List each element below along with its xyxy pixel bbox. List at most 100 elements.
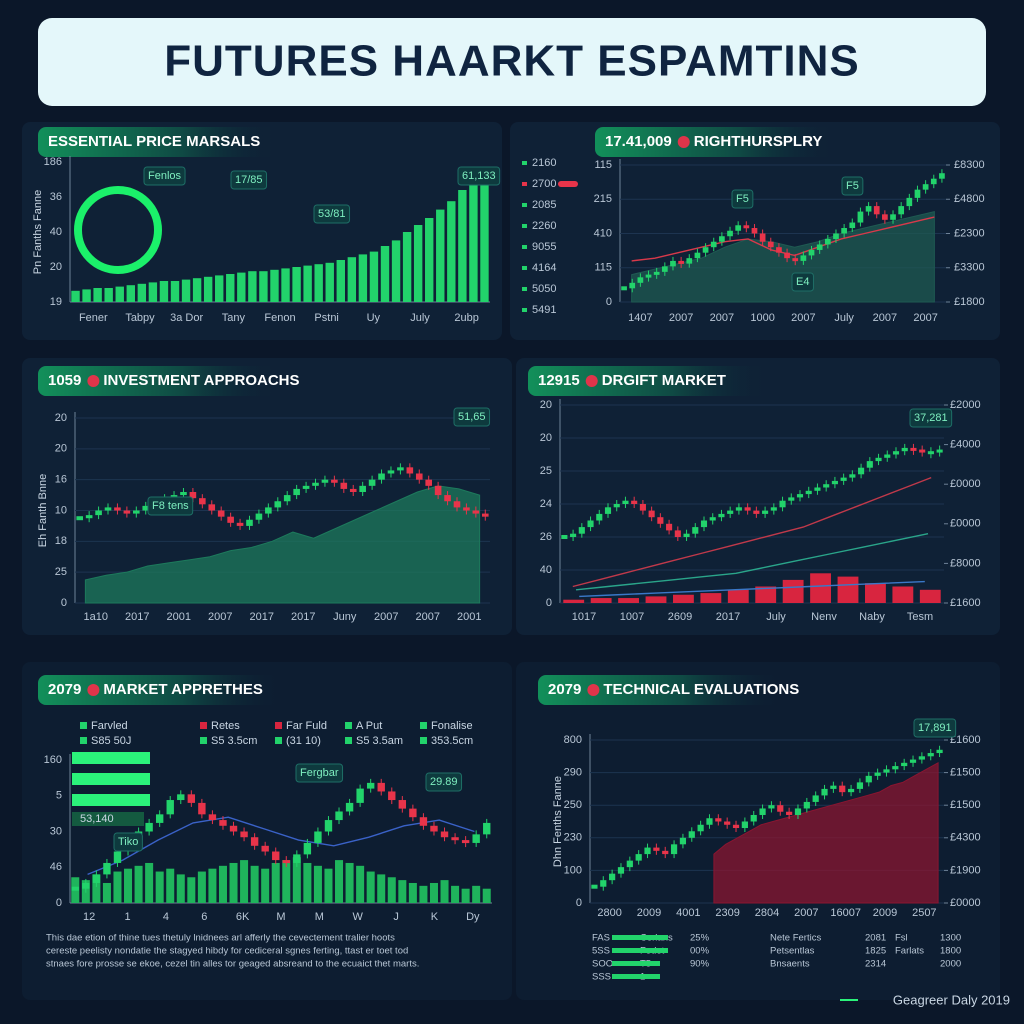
candle (692, 527, 699, 534)
candle (683, 533, 690, 537)
y-tick-label: 24 (540, 498, 552, 510)
table-cell: Petsentlas (770, 946, 815, 957)
bar (248, 271, 257, 302)
bar (226, 274, 235, 302)
bar (176, 874, 185, 903)
annotation: Tiko (118, 836, 138, 848)
line (572, 476, 932, 588)
candle (927, 753, 934, 757)
bar (197, 871, 206, 903)
table-bar (612, 974, 660, 979)
y2-tick-label: £0000 (950, 897, 981, 909)
annotation-box (913, 718, 957, 738)
candle (349, 488, 357, 492)
page-title: FUTURES HAARKT ESPAMTINS (164, 37, 859, 86)
list-item: 4164 (532, 262, 556, 274)
candle (768, 805, 775, 809)
candle (927, 451, 934, 455)
candle (635, 854, 642, 861)
y2-tick-label: £3300 (954, 262, 985, 274)
candle (839, 785, 846, 793)
badge-value: 2079 (48, 681, 81, 698)
bar (145, 862, 154, 903)
candle (166, 800, 174, 815)
candle (331, 479, 338, 483)
bar (398, 880, 407, 903)
x-tick-label: 12 (83, 911, 95, 923)
x-tick-label: 2800 (597, 907, 621, 919)
table-cell: Bnsaents (770, 959, 810, 970)
bar (313, 865, 322, 903)
table-cell: 2081 (865, 933, 886, 944)
bar (126, 285, 135, 302)
candle (419, 817, 428, 826)
candle (796, 494, 804, 498)
title-badge (528, 366, 768, 396)
candle (591, 884, 598, 889)
x-tick-label: 4001 (676, 907, 700, 919)
y-tick-label: 115 (594, 262, 612, 274)
candle (561, 535, 568, 539)
y-tick-label: 40 (540, 564, 552, 576)
y-tick-label: 160 (44, 754, 62, 766)
candle (816, 244, 823, 250)
candle (743, 225, 750, 229)
paragraph-line: cereste peelisty nondatie the stagyed hi… (46, 946, 408, 957)
candle (922, 184, 929, 190)
x-tick-label: M (315, 911, 324, 923)
candle (274, 501, 282, 508)
bar (425, 218, 434, 302)
candle (794, 808, 802, 815)
candle (377, 782, 385, 792)
y-tick-label: 19 (50, 296, 62, 308)
candle (910, 447, 917, 451)
candle (653, 271, 660, 275)
bar (892, 586, 914, 603)
y-tick-label: 100 (564, 864, 582, 876)
candle (898, 206, 905, 215)
x-tick-label: 2007 (669, 312, 693, 324)
x-tick-label: 6K (236, 911, 250, 923)
bar (115, 286, 124, 302)
chart-title: INVESTMENT APPROACHS (103, 372, 299, 389)
candle (750, 814, 757, 822)
list-item: 2260 (532, 220, 556, 232)
bar (303, 265, 312, 302)
candle (882, 214, 888, 220)
candle (648, 510, 655, 518)
candle (293, 854, 301, 863)
x-tick-label: 2007 (913, 312, 937, 324)
x-tick-label: 2017 (125, 611, 149, 623)
x-tick-label: 1007 (620, 611, 644, 623)
candle (283, 495, 291, 502)
bar (480, 184, 489, 302)
candle (71, 886, 79, 891)
badge-dot (87, 684, 100, 696)
y-tick-label: 250 (564, 799, 582, 811)
bar (377, 874, 386, 903)
x-tick-label: 6 (201, 911, 207, 923)
table-cell: 25% (690, 933, 710, 944)
title-badge (38, 127, 278, 157)
candle (812, 795, 819, 802)
candle (198, 802, 206, 815)
table-cell: SSS (592, 972, 611, 983)
candle (472, 510, 480, 514)
candle (600, 880, 607, 887)
y2-tick-label: £1600 (950, 734, 981, 746)
x-tick-label: Fenon (264, 312, 295, 324)
annotation: 17/85 (235, 174, 263, 186)
candle (901, 762, 908, 767)
candle (688, 831, 695, 838)
candle (155, 814, 164, 823)
list-highlight (558, 181, 578, 187)
candle (261, 845, 269, 852)
bar (170, 281, 180, 302)
candle (637, 277, 644, 283)
candle (113, 851, 122, 863)
legend-swatch (275, 722, 282, 729)
x-tick-label: July (766, 611, 786, 623)
x-tick-label: 1000 (750, 312, 774, 324)
y2-tick-label: £8000 (950, 557, 981, 569)
bar (727, 589, 749, 603)
